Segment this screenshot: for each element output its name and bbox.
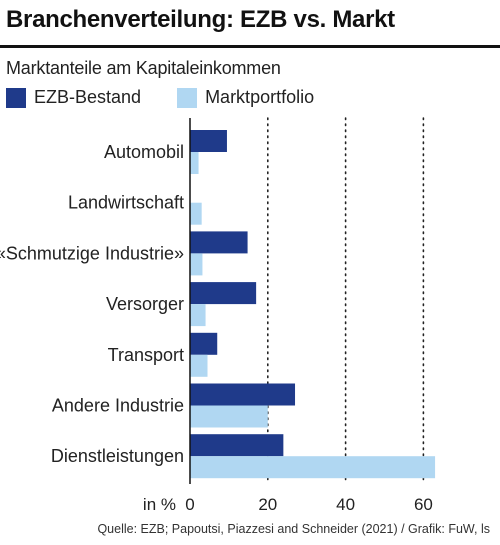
bar-markt-3 (190, 304, 206, 327)
bar-markt-5 (190, 405, 268, 428)
bar-markt-2 (190, 253, 203, 276)
chart-subtitle: Marktanteile am Kapitaleinkommen (6, 58, 281, 78)
tick-label-0: 0 (185, 495, 194, 514)
legend-swatch-markt (177, 87, 198, 108)
legend: EZB-Bestand Marktportfolio (6, 87, 350, 108)
legend-item-markt: Marktportfolio (177, 87, 314, 108)
legend-label-markt: Marktportfolio (205, 87, 315, 107)
bar-ezb-5 (190, 383, 296, 406)
bar-markt-0 (190, 152, 199, 174)
title-rule (0, 45, 500, 48)
bar-ezb-6 (190, 434, 284, 457)
category-label-1: Landwirtschaft (68, 193, 184, 213)
category-label-4: Transport (108, 345, 184, 365)
chart-title: Branchenverteilung: EZB vs. Markt (6, 6, 395, 33)
category-label-5: Andere Industrie (52, 396, 184, 416)
legend-swatch-ezb (6, 87, 26, 108)
legend-item-ezb: EZB-Bestand (6, 87, 141, 108)
bar-markt-1 (190, 202, 202, 225)
bar-ezb-2 (190, 231, 248, 254)
source-note: Quelle: EZB; Papoutsi, Piazzesi and Schn… (97, 522, 490, 536)
bar-ezb-4 (190, 332, 218, 355)
bar-ezb-0 (190, 130, 227, 152)
category-label-0: Automobil (104, 142, 184, 162)
bar-markt-4 (190, 354, 208, 377)
legend-label-ezb: EZB-Bestand (34, 87, 142, 107)
x-axis-label: in % (143, 495, 176, 514)
tick-label-40: 40 (336, 495, 355, 514)
bar-ezb-3 (190, 282, 257, 305)
tick-label-20: 20 (258, 495, 277, 514)
category-label-3: Versorger (106, 294, 184, 314)
bar-markt-6 (190, 456, 436, 479)
category-label-2: «Schmutzige Industrie» (0, 243, 184, 263)
tick-label-60: 60 (414, 495, 433, 514)
category-label-6: Dienstleistungen (51, 446, 184, 466)
